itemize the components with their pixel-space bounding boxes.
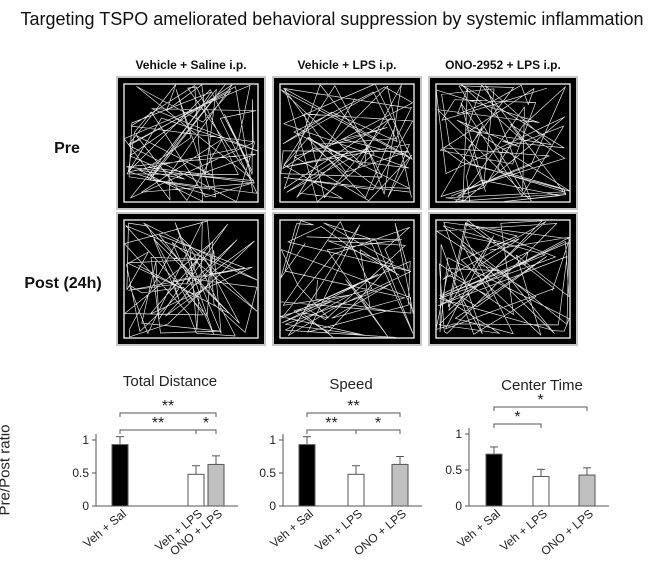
bar-0 — [111, 444, 129, 507]
y-tick-label: 0 — [82, 499, 89, 513]
significance-label: ** — [162, 398, 174, 415]
y-tick-label: 0 — [455, 499, 462, 513]
figure-title: Targeting TSPO ameliorated behavioral su… — [20, 9, 644, 29]
bar-2 — [578, 474, 596, 507]
significance-bracket — [493, 423, 542, 428]
track-svg — [435, 219, 571, 339]
y-tick-label: 0.5 — [72, 466, 89, 480]
open-field-track-pre-vehicle-saline — [116, 76, 266, 210]
significance-bracket — [195, 429, 217, 434]
chart-title-total-distance: Total Distance — [122, 373, 218, 390]
bar-2 — [207, 463, 225, 507]
bar-1 — [187, 473, 205, 507]
movement-trace — [280, 83, 414, 203]
open-field-track-post-ono-lps — [428, 212, 578, 346]
bar-1 — [347, 473, 365, 507]
significance-label: ** — [325, 415, 337, 432]
y-tick-label: 1 — [455, 427, 462, 441]
significance-bracket — [355, 429, 401, 434]
significance-label: ** — [347, 398, 359, 415]
bar-1 — [532, 475, 550, 507]
movement-trace — [435, 84, 571, 203]
bar-0 — [485, 453, 503, 507]
x-tick-label: Veh + Sal — [267, 507, 316, 551]
track-svg — [123, 219, 259, 339]
chart-title-center-time: Center Time — [501, 377, 583, 394]
movement-trace — [123, 220, 258, 338]
column-header-ono-lps: ONO-2952 + LPS i.p. — [445, 58, 561, 72]
significance-label: * — [537, 392, 543, 409]
significance-label: ** — [152, 415, 164, 432]
y-tick-label: 1 — [82, 433, 89, 447]
chart-title-speed: Speed — [329, 376, 373, 393]
row-header-post: Post (24h) — [24, 275, 102, 292]
wall-trace — [279, 219, 415, 339]
track-svg — [123, 83, 259, 203]
bar-0 — [298, 444, 316, 507]
open-field-track-pre-vehicle-lps — [272, 76, 422, 210]
open-field-track-post-vehicle-saline — [116, 212, 266, 346]
bar-2 — [391, 463, 409, 507]
movement-trace — [279, 220, 415, 339]
significance-label: * — [514, 409, 520, 426]
open-field-track-pre-ono-lps — [428, 76, 578, 210]
wall-trace — [123, 219, 259, 339]
column-header-vehicle-lps: Vehicle + LPS i.p. — [297, 58, 397, 72]
significance-bracket — [119, 412, 217, 417]
significance-label: * — [375, 415, 381, 432]
wall-trace — [279, 83, 415, 203]
wall-trace — [123, 83, 259, 203]
y-tick-label: 0.5 — [445, 463, 462, 477]
significance-bracket — [493, 406, 588, 411]
wall-trace — [435, 219, 571, 339]
y-tick-label: 0 — [269, 499, 276, 513]
row-header-pre: Pre — [54, 140, 80, 157]
track-svg — [279, 83, 415, 203]
wall-trace — [435, 83, 571, 203]
y-tick-label: 0.5 — [259, 466, 276, 480]
x-tick-label: Veh + Sal — [454, 507, 503, 551]
significance-label: * — [203, 415, 209, 432]
track-svg — [279, 219, 415, 339]
movement-trace — [435, 219, 571, 336]
x-tick-label: Veh + Sal — [80, 507, 129, 551]
open-field-track-post-vehicle-lps — [272, 212, 422, 346]
track-svg — [435, 83, 571, 203]
column-header-vehicle-saline: Vehicle + Saline i.p. — [135, 58, 247, 72]
y-tick-label: 1 — [269, 433, 276, 447]
movement-trace — [123, 83, 258, 203]
significance-bracket — [306, 412, 401, 417]
